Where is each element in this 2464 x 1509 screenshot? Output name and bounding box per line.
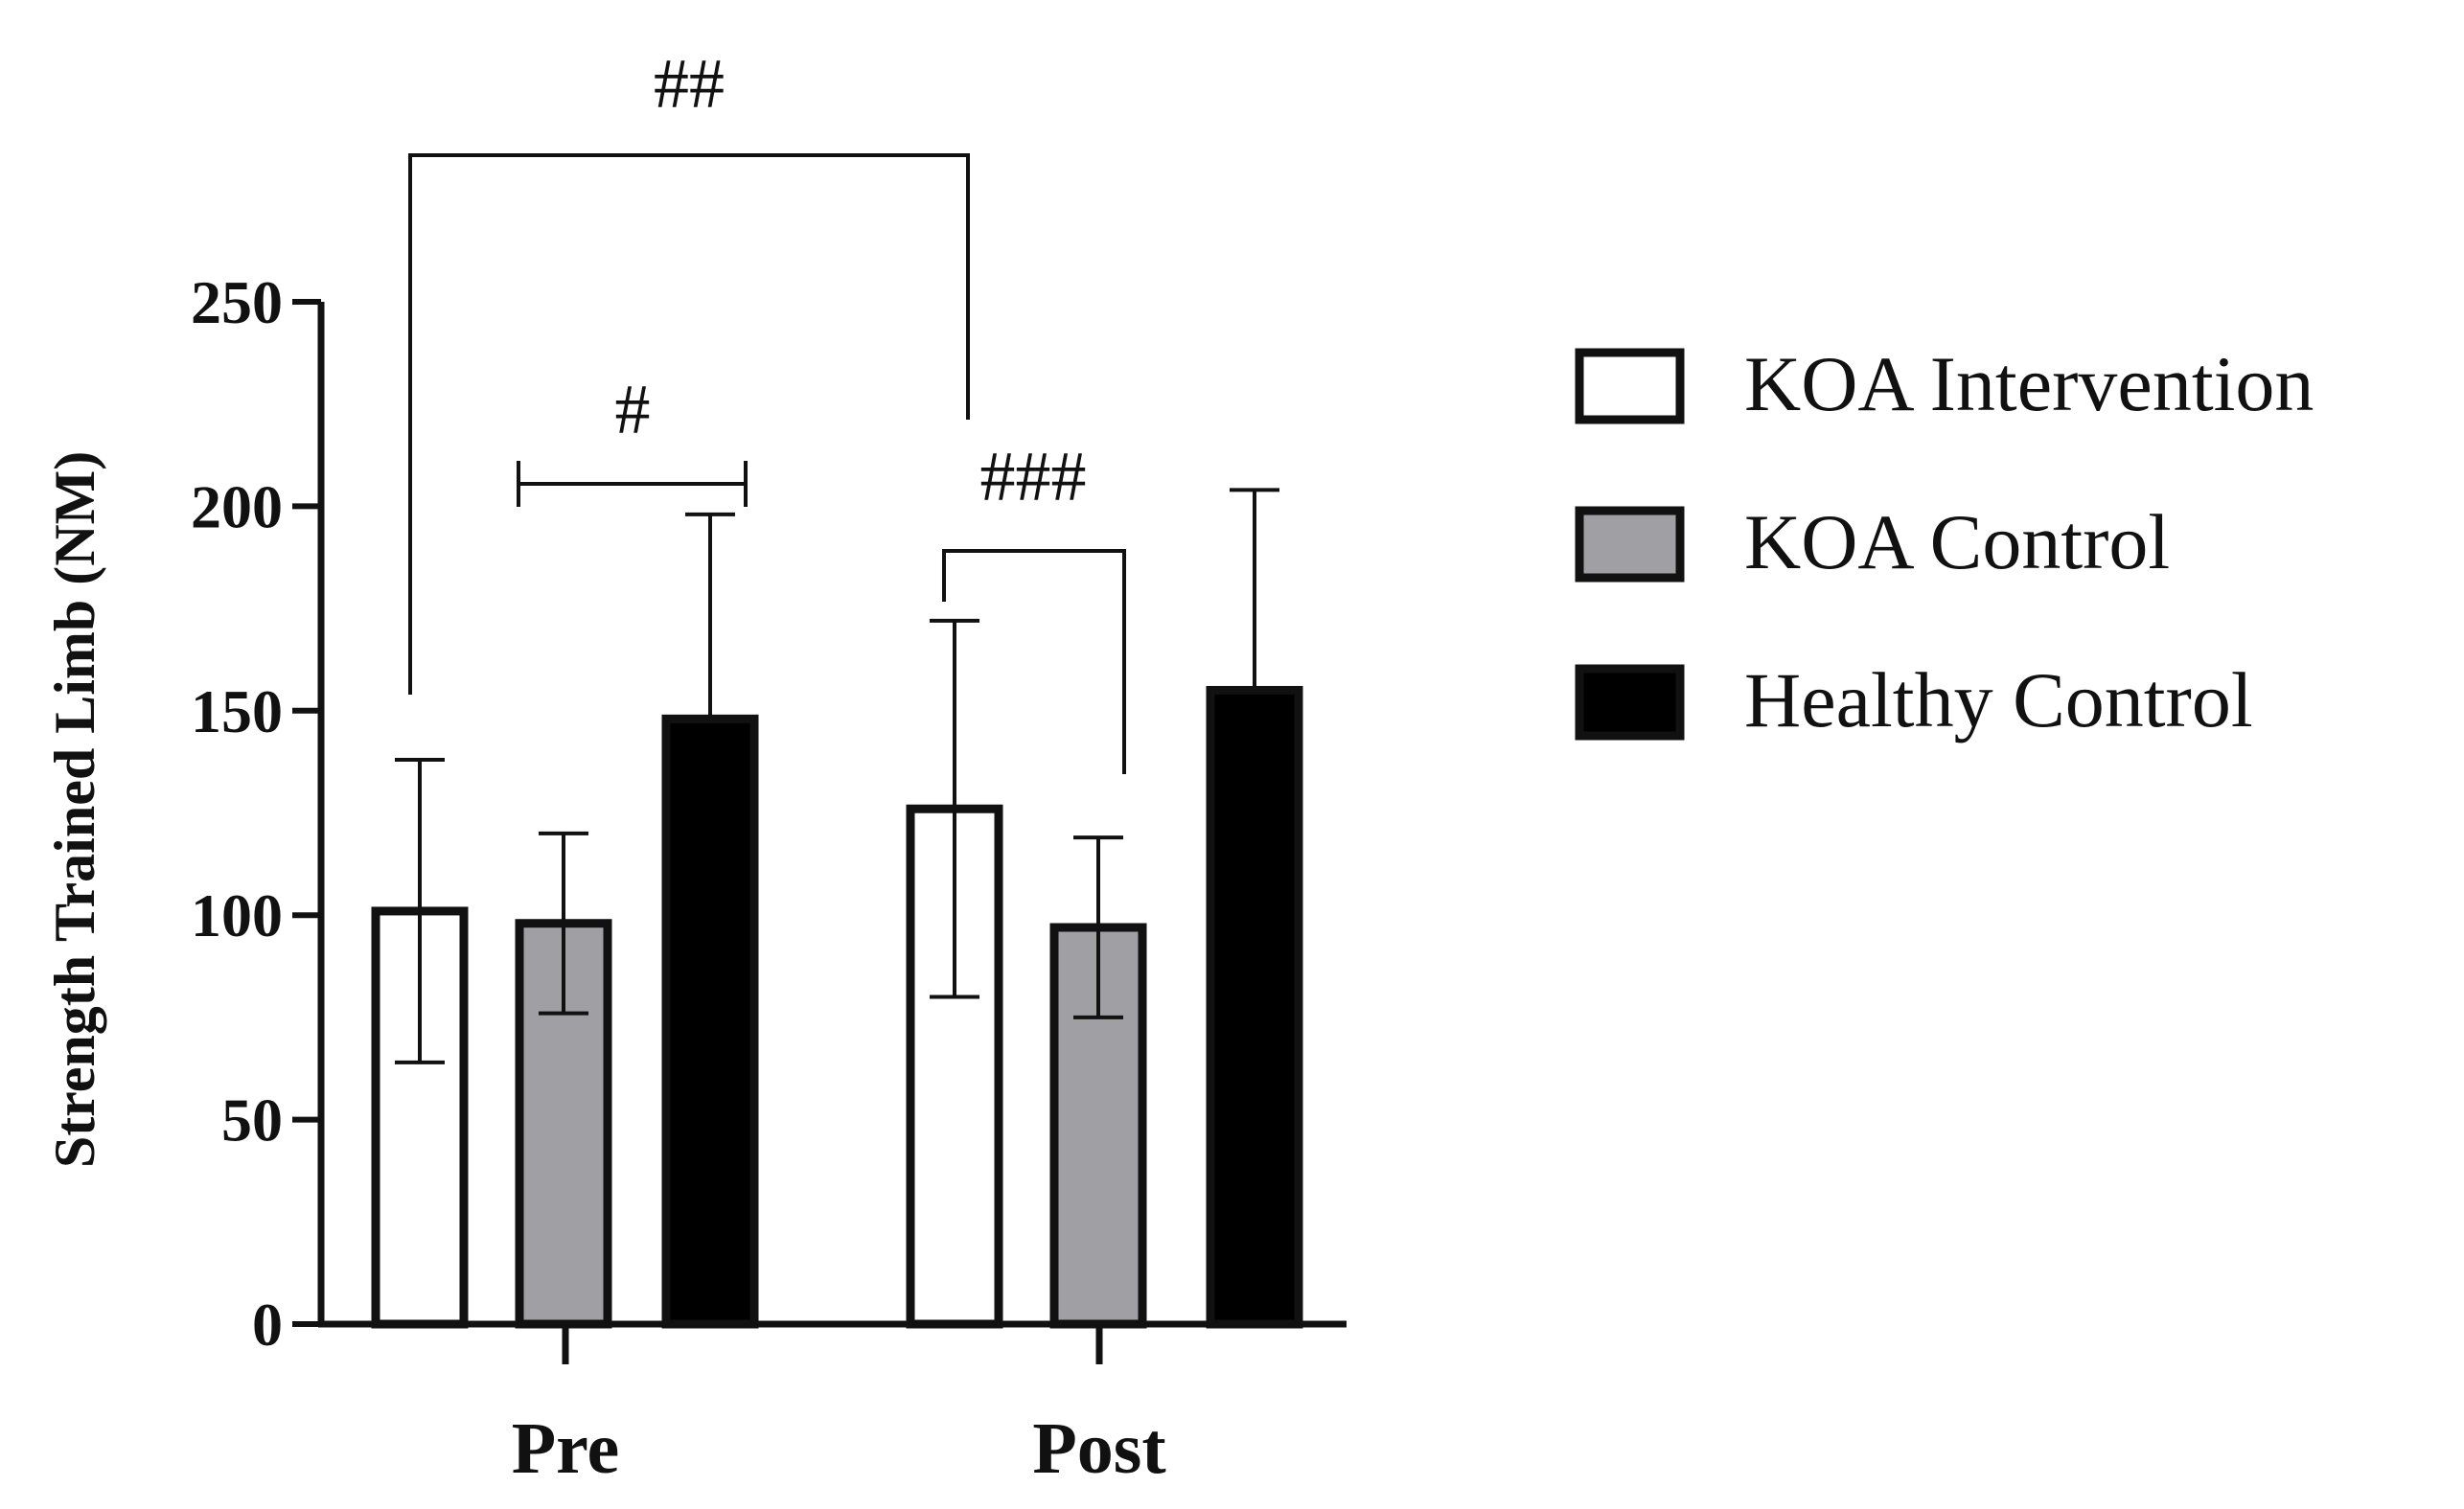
bar [1206,685,1303,1329]
significance-label: ### [980,438,1087,516]
significance-label: # [615,371,651,449]
legend-label: Healthy Control [1744,656,2253,743]
legend-swatch [1575,664,1685,741]
bar [661,714,759,1329]
significance-bracket [408,153,970,695]
y-tick-label: 200 [191,472,283,540]
y-tick-label: 100 [191,881,283,949]
significance-bracket [942,549,1126,774]
legend-swatch [1575,506,1685,583]
legend-swatch [1575,348,1685,424]
x-tick-label: Post [1032,1408,1165,1489]
y-tick-label: 50 [221,1086,283,1155]
x-tick-label: Pre [512,1408,620,1489]
y-tick-label: 0 [252,1291,283,1359]
y-axis-title: Strength Trained Limb (NM) [43,451,106,1168]
legend-label: KOA Intervention [1744,340,2314,427]
y-tick-label: 250 [191,268,283,336]
legend-label: KOA Control [1744,498,2170,585]
significance-label: ## [654,45,725,124]
y-tick-label: 150 [191,677,283,745]
